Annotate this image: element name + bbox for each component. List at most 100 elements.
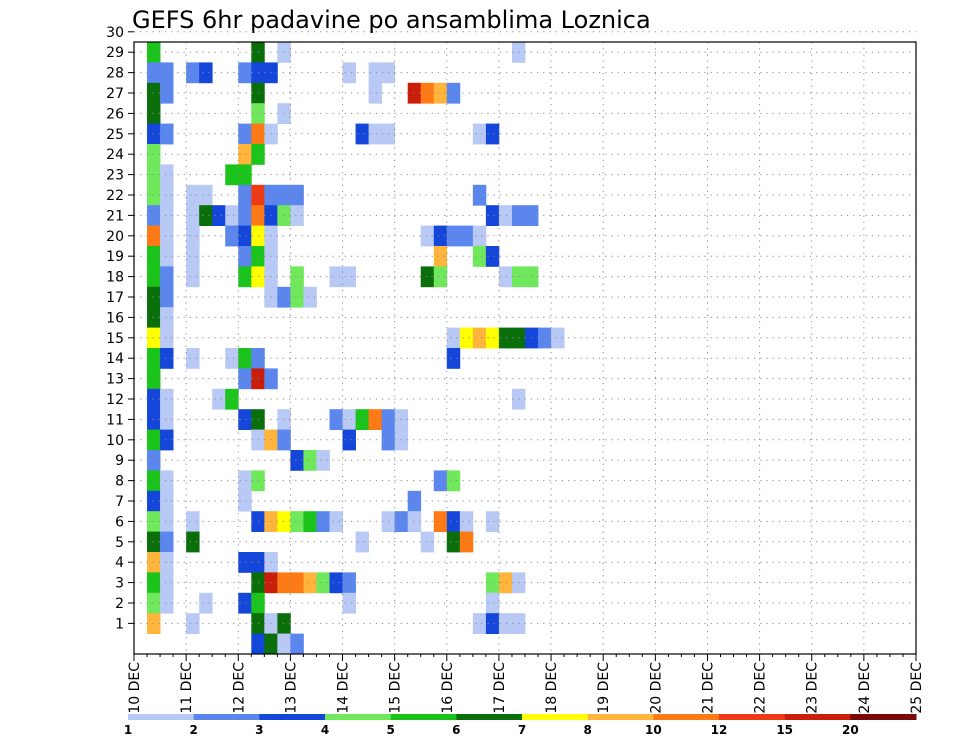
heatmap-cell bbox=[251, 633, 265, 655]
heatmap-cell bbox=[238, 552, 252, 573]
heatmap-cell bbox=[277, 572, 291, 594]
heatmap-cell bbox=[342, 592, 356, 614]
colorbar-legend: 1 2 3 4 5 6 7 8 10 12 15 20 bbox=[124, 714, 917, 737]
heatmap-cell bbox=[446, 470, 461, 492]
heatmap-cell bbox=[538, 327, 552, 349]
heatmap-cell bbox=[290, 286, 304, 308]
heatmap-cell bbox=[329, 266, 343, 288]
heatmap-cell bbox=[238, 470, 252, 492]
y-tick-label: 17 bbox=[106, 290, 124, 306]
heatmap-cell bbox=[199, 62, 213, 84]
heatmap-cell bbox=[459, 531, 474, 553]
heatmap-cell bbox=[433, 470, 448, 492]
heatmap-cell bbox=[290, 572, 304, 594]
colorbar-label: 15 bbox=[776, 723, 793, 737]
y-tick-label: 18 bbox=[106, 270, 124, 286]
heatmap-cell bbox=[238, 164, 252, 186]
heatmap-cell bbox=[290, 266, 304, 288]
heatmap-cell bbox=[485, 572, 500, 594]
heatmap-cell bbox=[355, 123, 369, 145]
heatmap-cell bbox=[420, 225, 435, 247]
colorbar-swatch bbox=[390, 714, 457, 720]
heatmap-cell bbox=[277, 429, 291, 451]
colorbar-label: 6 bbox=[452, 723, 460, 737]
heatmap-cell bbox=[186, 531, 200, 553]
heatmap-cell bbox=[446, 225, 461, 247]
heatmap-cell bbox=[342, 266, 356, 288]
heatmap-cell bbox=[160, 429, 174, 451]
heatmap-cell bbox=[160, 572, 174, 594]
y-tick-label: 22 bbox=[106, 188, 124, 204]
heatmap-cell bbox=[199, 184, 213, 206]
heatmap-cell bbox=[342, 62, 356, 84]
heatmap-cell bbox=[160, 327, 174, 349]
y-tick-label: 6 bbox=[115, 514, 124, 530]
colorbar-label: 5 bbox=[386, 723, 394, 737]
heatmap-cell bbox=[186, 225, 200, 247]
colorbar-swatch bbox=[128, 714, 195, 720]
heatmap-cell bbox=[342, 572, 356, 594]
colorbar-label: 3 bbox=[255, 723, 263, 737]
y-tick-label: 26 bbox=[106, 106, 124, 122]
heatmap-cell bbox=[160, 552, 174, 573]
heatmap-cell bbox=[485, 613, 500, 634]
heatmap-cell bbox=[160, 511, 174, 532]
y-tick-label: 27 bbox=[106, 86, 124, 102]
heatmap-cell bbox=[316, 450, 330, 471]
y-tick-label: 20 bbox=[106, 229, 124, 245]
heatmap-cell bbox=[160, 82, 174, 104]
heatmap-cell bbox=[238, 123, 252, 145]
heatmap-cell bbox=[277, 613, 291, 634]
heatmap-cell bbox=[238, 62, 252, 84]
heatmap-cell bbox=[160, 225, 174, 247]
heatmap-cell bbox=[407, 82, 422, 104]
heatmap-cell bbox=[459, 327, 474, 349]
colorbar-label: 10 bbox=[645, 723, 662, 737]
y-tick-label: 7 bbox=[115, 494, 124, 510]
heatmap-cell bbox=[368, 82, 383, 104]
heatmap-cell bbox=[290, 205, 304, 226]
heatmap-cell bbox=[498, 266, 513, 288]
y-tick-label: 25 bbox=[106, 127, 124, 143]
heatmap-cell bbox=[199, 592, 213, 614]
colorbar-label: 2 bbox=[189, 723, 197, 737]
heatmap-cell bbox=[160, 184, 174, 206]
y-tick-label: 1 bbox=[115, 616, 124, 632]
y-tick-label: 28 bbox=[106, 66, 124, 82]
chart-title: GEFS 6hr padavine po ansamblima Loznica bbox=[132, 6, 651, 34]
y-tick-label: 30 bbox=[106, 25, 124, 41]
heatmap-cell bbox=[472, 184, 487, 206]
y-tick-label: 2 bbox=[115, 596, 124, 612]
heatmap-cell bbox=[446, 327, 461, 349]
heatmap-cell bbox=[238, 266, 252, 288]
heatmap-cell bbox=[446, 348, 461, 369]
heatmap-cell bbox=[342, 429, 356, 451]
heatmap-cell bbox=[303, 572, 317, 594]
heatmap-cell bbox=[316, 511, 330, 532]
heatmap-cell bbox=[446, 531, 461, 553]
heatmap-cell bbox=[277, 511, 291, 532]
heatmap-cell bbox=[238, 225, 252, 247]
heatmap-cell bbox=[160, 470, 174, 492]
heatmap-cell bbox=[446, 82, 461, 104]
colorbar-label: 1 bbox=[124, 723, 132, 737]
heatmap-cell bbox=[420, 82, 435, 104]
heatmap-cell bbox=[303, 450, 317, 471]
colorbar-swatch bbox=[456, 714, 523, 720]
heatmap-cell bbox=[485, 592, 500, 614]
heatmap-cell bbox=[485, 205, 500, 226]
heatmap-cell bbox=[485, 511, 500, 532]
y-axis: 1234567891011121314151617181920212223242… bbox=[106, 25, 134, 632]
heatmap-cell bbox=[472, 246, 487, 267]
heatmap-cell bbox=[160, 307, 174, 328]
heatmap-cell bbox=[290, 511, 304, 532]
heatmap-cell bbox=[407, 511, 422, 532]
heatmap-cell bbox=[238, 184, 252, 206]
heatmap-cell bbox=[472, 327, 487, 349]
y-tick-label: 8 bbox=[115, 474, 124, 490]
heatmap-cell bbox=[290, 633, 304, 655]
y-tick-label: 9 bbox=[115, 453, 124, 469]
x-tick-label: 17 DEC bbox=[492, 662, 508, 714]
heatmap-cell bbox=[498, 613, 513, 634]
heatmap-cell bbox=[329, 409, 343, 430]
